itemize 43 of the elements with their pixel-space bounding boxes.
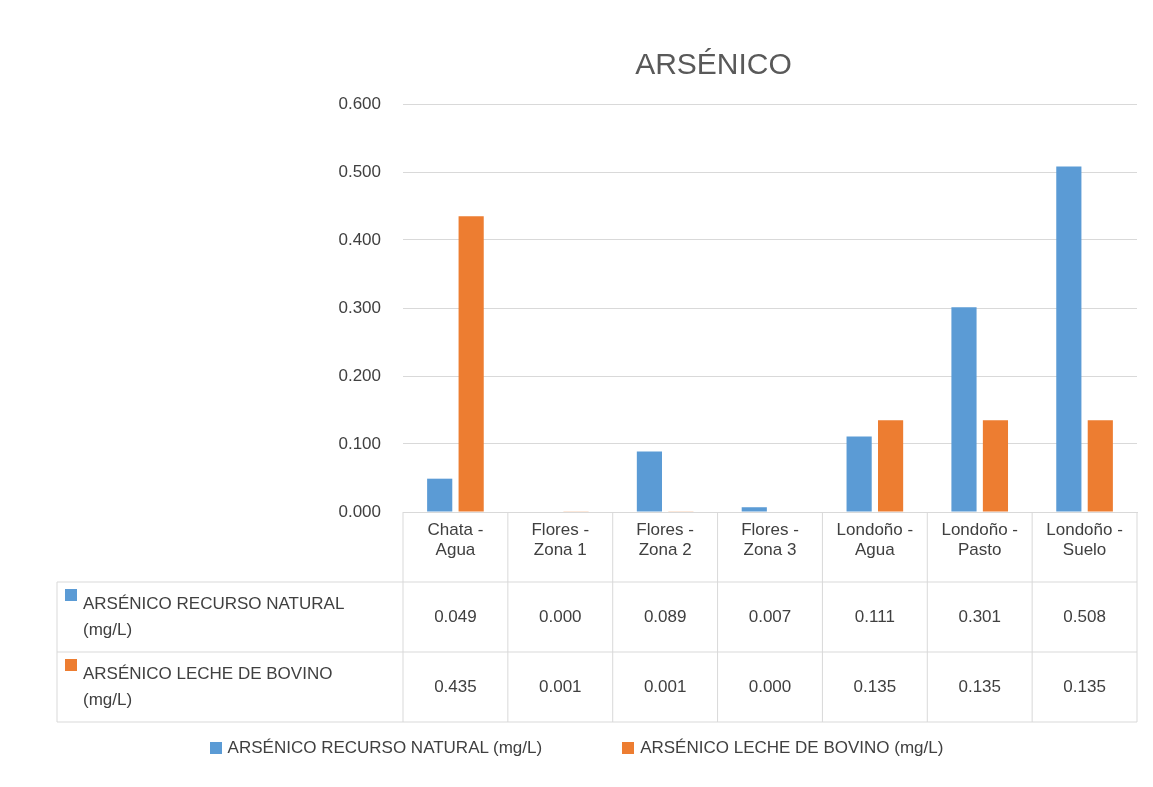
text: ARSÉNICO RECURSO NATURAL (mg/L) bbox=[227, 738, 543, 757]
x-tick-label: Chata - Agua bbox=[427, 519, 484, 560]
x-tick-label: Flores - Zona 1 bbox=[531, 519, 590, 560]
bar bbox=[1056, 166, 1082, 512]
legend-label: ARSÉNICO LECHE DE BOVINO (mg/L) bbox=[83, 663, 334, 711]
x-tick-label: Flores - Zona 2 bbox=[636, 519, 694, 560]
legend-label: ARSÉNICO RECURSO NATURAL (mg/L) bbox=[83, 593, 345, 641]
bar bbox=[636, 451, 662, 512]
bar bbox=[427, 478, 453, 512]
x-tick-label: Londoño - Pasto bbox=[941, 519, 1018, 560]
bar bbox=[951, 307, 977, 512]
data-label: 0.089 bbox=[643, 606, 687, 626]
text: ARSÉNICO LECHE DE BOVINO (mg/L) bbox=[640, 738, 944, 757]
bar bbox=[878, 420, 904, 512]
data-label: 0.049 bbox=[434, 606, 477, 626]
y-tick-label: 0.300 bbox=[338, 297, 381, 317]
data-label: 0.135 bbox=[1063, 676, 1106, 696]
x-tick-label: Flores - Zona 3 bbox=[741, 519, 799, 560]
data-label: 0.000 bbox=[539, 606, 582, 626]
bar bbox=[1087, 420, 1113, 512]
data-label: 0.111 bbox=[854, 606, 895, 626]
data-label: 0.001 bbox=[643, 676, 687, 696]
y-tick-label: 0.400 bbox=[338, 229, 381, 249]
data-label: 0.001 bbox=[539, 676, 582, 696]
y-tick-label: 0.200 bbox=[338, 365, 381, 385]
data-label: 0.508 bbox=[1063, 606, 1106, 626]
y-tick-label: 0.600 bbox=[338, 93, 381, 113]
y-tick-label: 0.500 bbox=[338, 161, 381, 181]
data-label: 0.135 bbox=[853, 676, 897, 696]
data-label: 0.007 bbox=[748, 606, 792, 626]
data-label: 0.301 bbox=[958, 606, 1001, 626]
data-label: 0.135 bbox=[958, 676, 1001, 696]
bar bbox=[741, 507, 767, 512]
data-label: 0.000 bbox=[748, 676, 792, 696]
y-tick-label: 0.100 bbox=[338, 433, 381, 453]
bar bbox=[982, 420, 1009, 512]
bar bbox=[846, 436, 872, 512]
y-tick-label: 0.000 bbox=[338, 501, 381, 521]
x-tick-label: Londoño - Agua bbox=[836, 519, 914, 560]
data-label: 0.435 bbox=[434, 676, 477, 696]
chart-title: ARSÉNICO bbox=[635, 47, 792, 81]
bar bbox=[458, 216, 484, 512]
x-tick-label: Londoño - Suelo bbox=[1046, 519, 1123, 560]
